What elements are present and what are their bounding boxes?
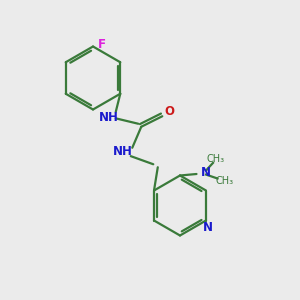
Text: N: N bbox=[202, 220, 212, 234]
Text: NH: NH bbox=[99, 111, 119, 124]
Text: CH₃: CH₃ bbox=[215, 176, 233, 187]
Text: N: N bbox=[201, 166, 211, 179]
Text: F: F bbox=[98, 38, 105, 51]
Text: CH₃: CH₃ bbox=[207, 154, 225, 164]
Text: NH: NH bbox=[113, 145, 133, 158]
Text: O: O bbox=[164, 105, 174, 118]
